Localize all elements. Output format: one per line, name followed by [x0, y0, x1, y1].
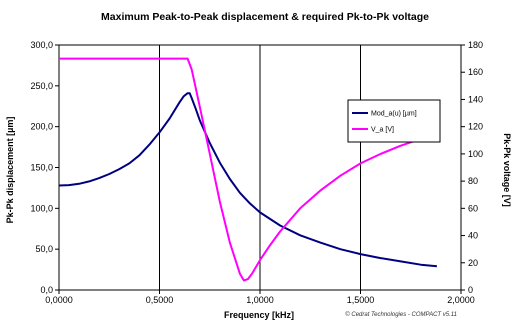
x-tick-label: 2,0000	[447, 295, 475, 305]
x-tick-label: 1,0000	[246, 295, 274, 305]
grid	[159, 45, 361, 290]
y2-tick-label: 40	[468, 231, 478, 241]
y2-tick-label: 140	[468, 94, 483, 104]
x-tick-label: 0,0000	[45, 295, 73, 305]
x-axis-title: Frequency [kHz]	[224, 310, 294, 320]
y2-tick-label: 80	[468, 176, 478, 186]
y2-axis-title: Pk-Pk voltage [V]	[502, 133, 512, 207]
copyright-note: © Cedrat Technologies - COMPACT v5.11	[345, 311, 457, 318]
x-tick-label: 1,5000	[347, 295, 375, 305]
series-line-1	[58, 92, 437, 268]
y-tick-label: 200,0	[30, 122, 53, 132]
legend-label: Mod_a(u) [µm]	[371, 111, 417, 118]
ticks-layer: 0,0000 0,5000 1,0000 1,5000 2,0000 0,0 50,0 100…	[30, 40, 483, 305]
legend-label: V_a [V]	[371, 127, 394, 134]
y2-tick-label: 180	[468, 40, 483, 50]
x-tick-label: 0,5000	[146, 295, 174, 305]
y-tick-label: 300,0	[30, 40, 53, 50]
legend: Mod_a(u) [µm] V_a [V]	[347, 99, 441, 143]
chart-title: Maximum Peak-to-Peak displacement & requ…	[101, 11, 429, 23]
y-tick-label: 250,0	[30, 81, 53, 91]
series-line-2	[59, 57, 438, 282]
y2-tick-label: 160	[468, 67, 483, 77]
y2-tick-label: 0	[468, 285, 473, 295]
y2-tick-label: 60	[468, 203, 478, 213]
y2-tick-label: 100	[468, 149, 483, 159]
y-tick-label: 50,0	[35, 244, 53, 254]
y-axis-title: Pk-Pk displacement [µm]	[5, 117, 15, 224]
y-tick-label: 0,0	[40, 285, 53, 295]
y2-tick-label: 120	[468, 122, 483, 132]
y-tick-label: 100,0	[30, 203, 53, 213]
legend-box	[347, 99, 441, 143]
y-tick-label: 150,0	[30, 163, 53, 173]
series-layer	[58, 57, 438, 282]
y2-tick-label: 20	[468, 258, 478, 268]
